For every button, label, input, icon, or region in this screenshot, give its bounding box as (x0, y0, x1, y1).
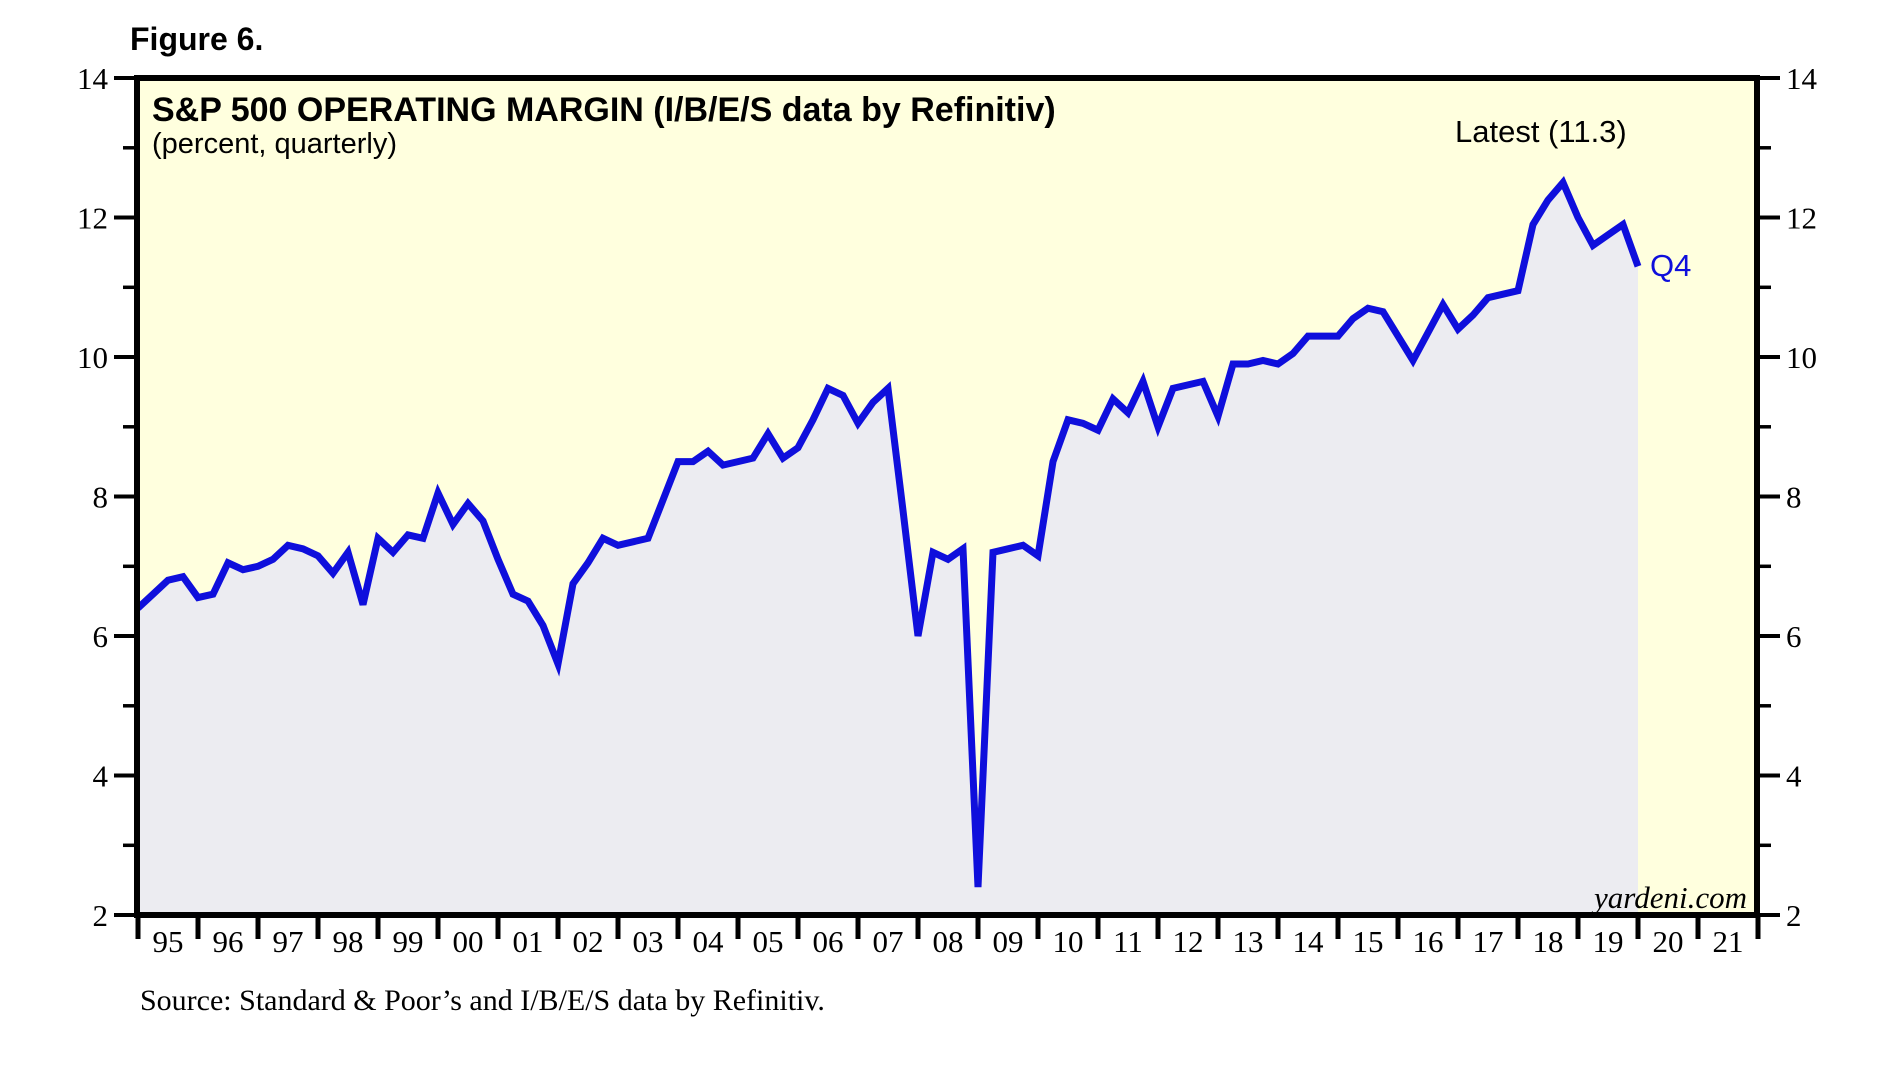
y-axis-label: 4 (93, 759, 109, 794)
y-axis-label: 10 (77, 340, 108, 375)
figure-label: Figure 6. (130, 21, 263, 57)
x-axis-label: 01 (513, 924, 544, 959)
x-axis-label: 19 (1593, 924, 1624, 959)
y-axis-label: 2 (1786, 898, 1802, 933)
y-axis-label: 12 (77, 201, 108, 236)
plot-border (134, 75, 1760, 918)
margin-line (135, 176, 1642, 888)
y-axis-left-ticks (114, 76, 134, 917)
y-axis-label: 8 (93, 480, 109, 515)
watermark: yardeni.com (1591, 880, 1747, 915)
latest-annotation: Latest (11.3) (1455, 114, 1627, 149)
x-axis-label: 00 (453, 924, 484, 959)
x-axis-label: 06 (813, 924, 844, 959)
x-axis-label: 13 (1233, 924, 1264, 959)
x-axis-label: 97 (273, 924, 304, 959)
x-axis-label: 10 (1053, 924, 1084, 959)
x-axis-label: 95 (153, 924, 184, 959)
y-axis-right-labels: 2 4 6 8 10 12 14 (1786, 61, 1818, 933)
x-axis-label: 17 (1473, 924, 1504, 959)
q4-annotation: Q4 (1650, 248, 1691, 283)
y-axis-label: 14 (1786, 61, 1818, 96)
x-axis-label: 16 (1413, 924, 1444, 959)
x-axis-label: 20 (1653, 924, 1684, 959)
y-axis-label: 6 (93, 619, 109, 654)
x-axis-label: 04 (693, 924, 725, 959)
x-axis-label: 03 (633, 924, 664, 959)
y-axis-label: 10 (1786, 340, 1817, 375)
x-axis-label: 96 (213, 924, 244, 959)
x-axis-ticks (135, 917, 1761, 939)
x-axis-label: 98 (333, 924, 364, 959)
x-axis-labels: 95 96 97 98 99 00 01 02 03 04 05 06 07 08 09 10 11 12 13 14… (153, 924, 1744, 959)
y-axis-label: 14 (77, 61, 109, 96)
y-axis-label: 8 (1786, 480, 1802, 515)
x-axis-label: 07 (873, 924, 904, 959)
y-axis-right-ticks (1760, 76, 1780, 917)
x-axis-label: 08 (933, 924, 964, 959)
y-axis-label: 6 (1786, 619, 1802, 654)
x-axis-label: 18 (1533, 924, 1564, 959)
y-axis-label: 12 (1786, 201, 1817, 236)
x-axis-label: 05 (753, 924, 784, 959)
source-note: Source: Standard & Poor’s and I/B/E/S da… (140, 984, 825, 1017)
chart-title: S&P 500 OPERATING MARGIN (I/B/E/S data b… (152, 91, 1056, 129)
y-axis-label: 4 (1786, 759, 1802, 794)
y-axis-left-labels: 2 4 6 8 10 12 14 (77, 61, 109, 933)
x-axis-label: 12 (1173, 924, 1204, 959)
x-axis-label: 09 (993, 924, 1024, 959)
y-axis-label: 2 (93, 898, 109, 933)
chart-subtitle: (percent, quarterly) (152, 128, 397, 160)
margin-area-fill (138, 182, 1638, 916)
x-axis-label: 02 (573, 924, 604, 959)
x-axis-label: 21 (1713, 924, 1744, 959)
x-axis-label: 99 (393, 924, 424, 959)
x-axis-label: 11 (1113, 924, 1143, 959)
x-axis-label: 15 (1353, 924, 1384, 959)
x-axis-label: 14 (1293, 924, 1325, 959)
